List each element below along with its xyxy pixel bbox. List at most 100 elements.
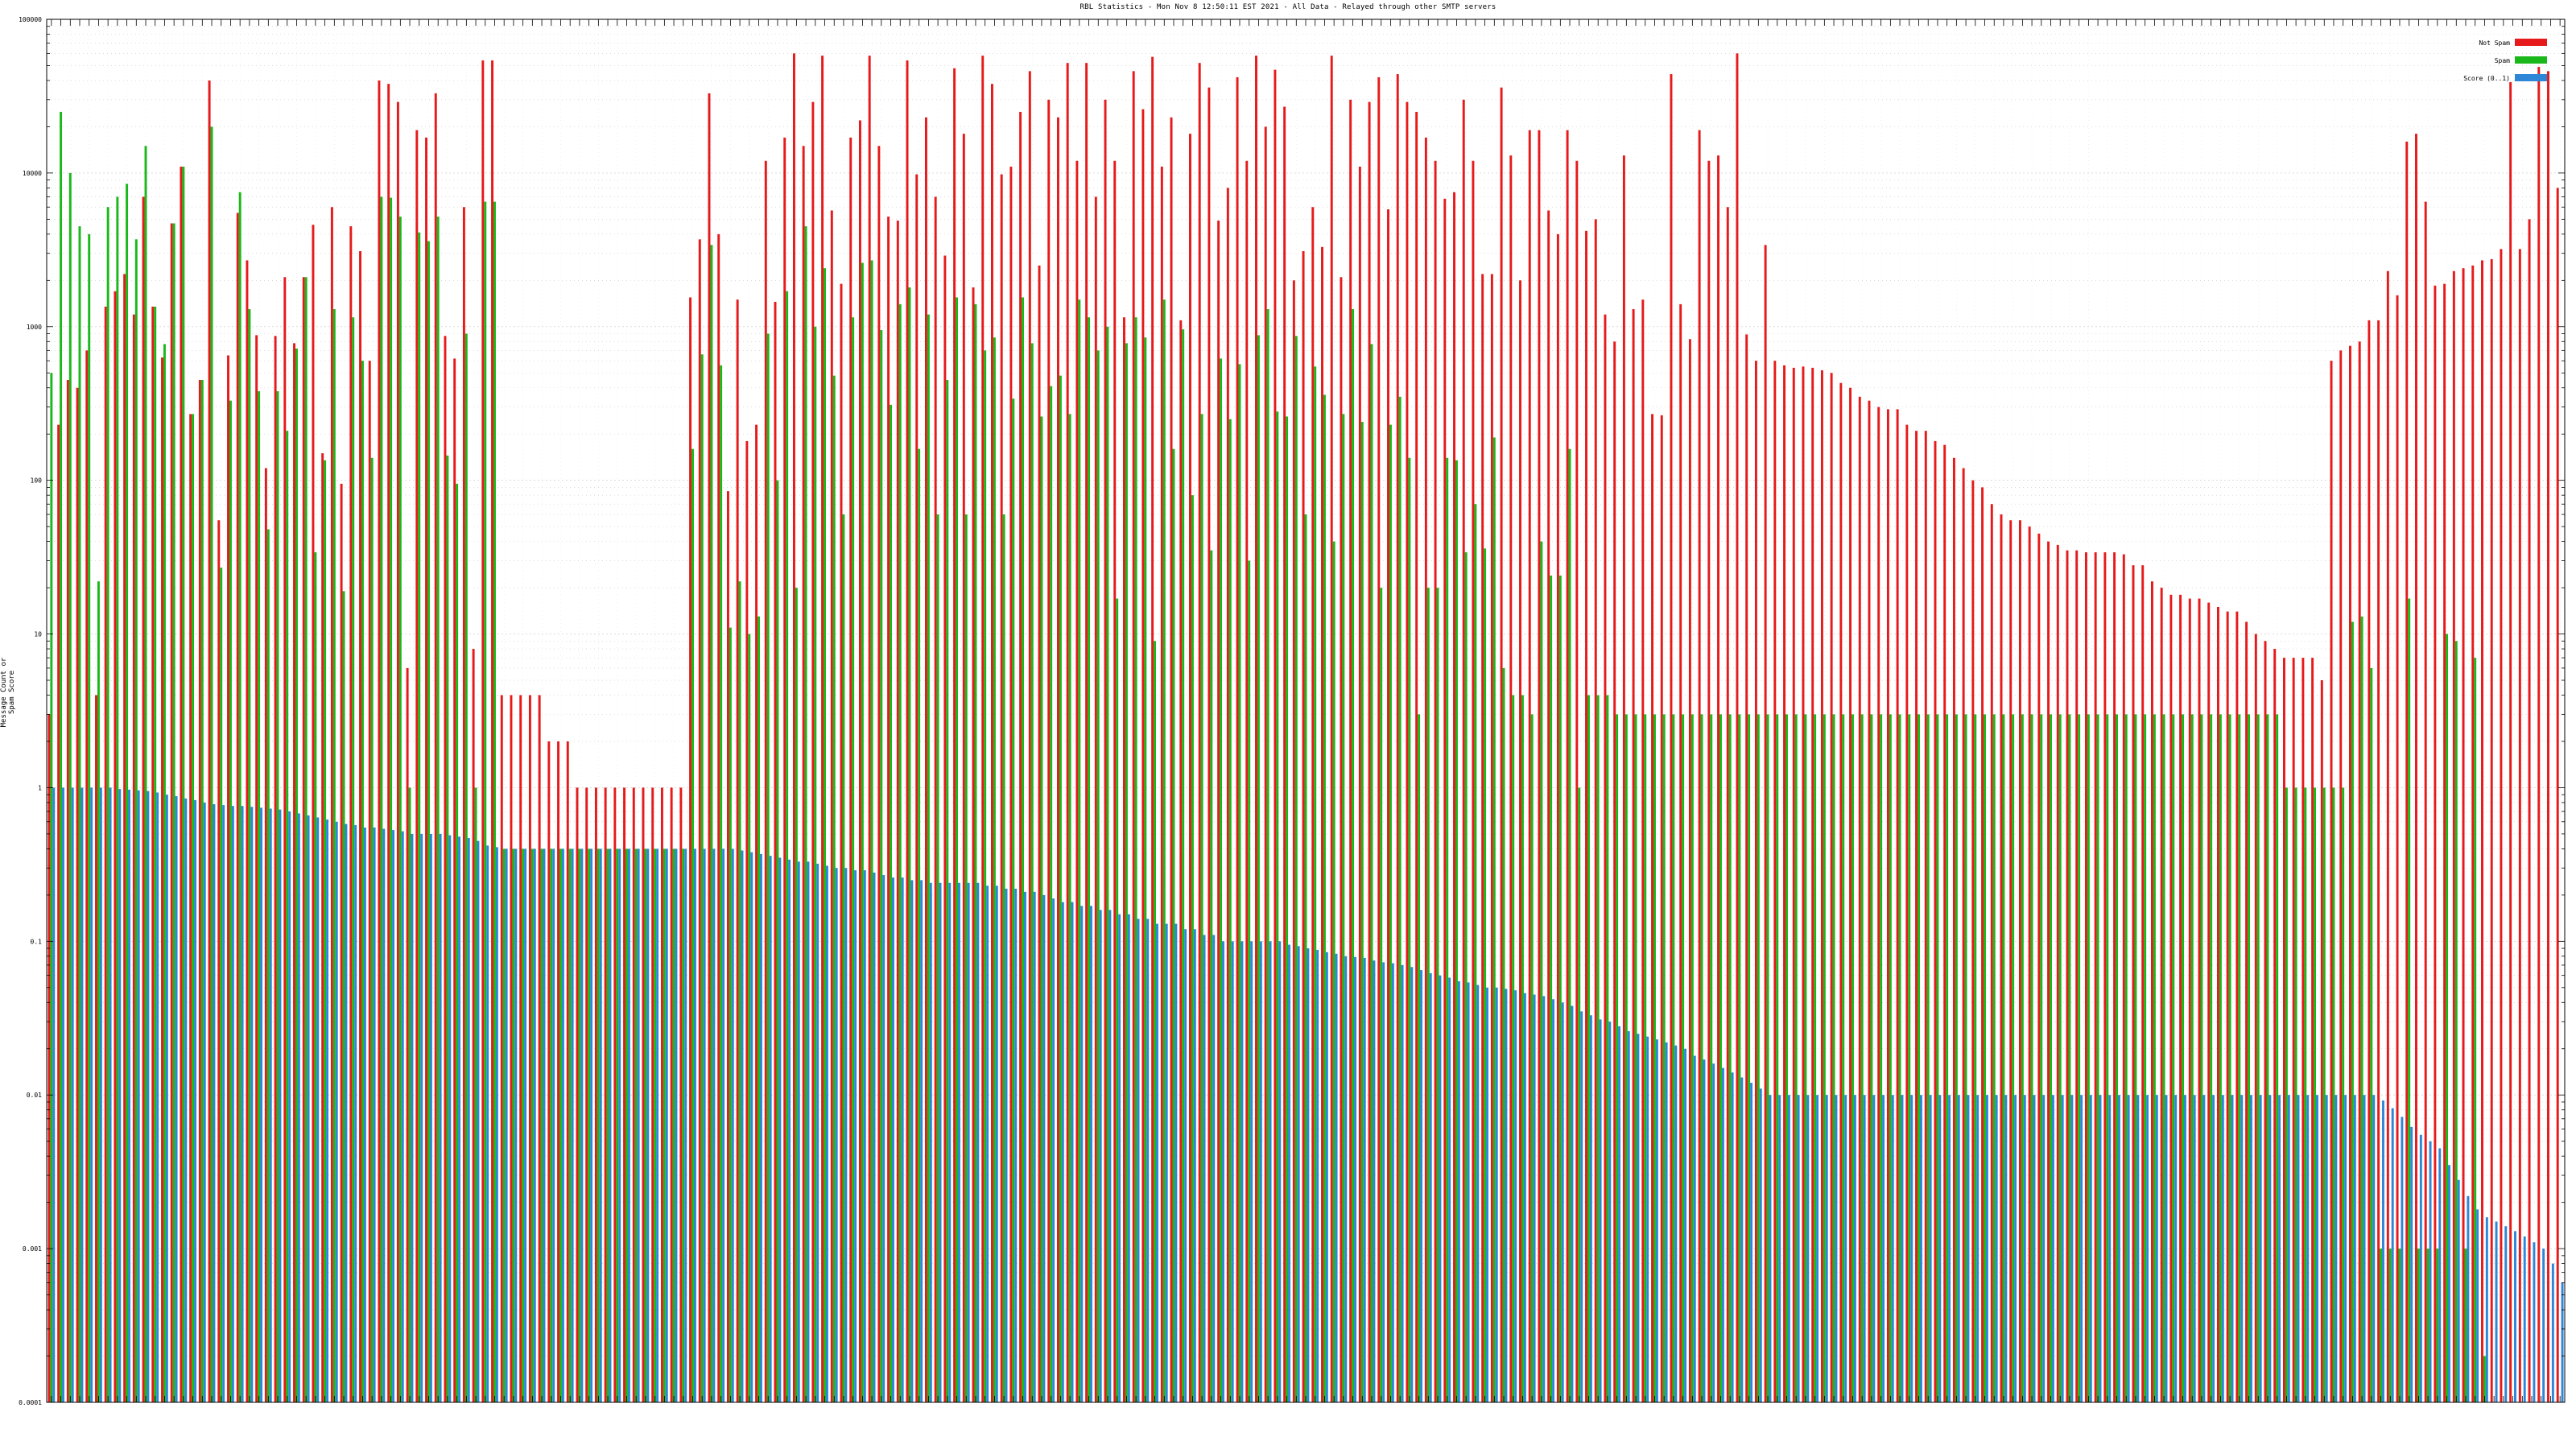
bar-spam	[578, 848, 581, 1402]
bar-not-spam	[2254, 634, 2257, 1402]
bar-spam	[2322, 787, 2326, 1402]
bar-not-spam	[1500, 87, 1503, 1403]
bar-score	[2382, 1100, 2384, 1402]
bar-spam	[1248, 560, 1251, 1402]
bar-spam	[258, 390, 261, 1402]
bar-score	[1165, 923, 1168, 1402]
bar-score	[2004, 1095, 2008, 1402]
bar-not-spam	[2198, 598, 2201, 1402]
bar-score	[147, 791, 150, 1402]
bar-score	[2099, 1095, 2102, 1402]
bar-score	[1014, 888, 1018, 1402]
bar-score	[2240, 1095, 2244, 1402]
bar-not-spam	[208, 80, 211, 1403]
bar-spam	[1088, 317, 1091, 1403]
bar-not-spam	[217, 520, 221, 1402]
bar-spam	[1719, 714, 1722, 1402]
bar-not-spam	[2509, 82, 2512, 1402]
bar-score	[1684, 1048, 1687, 1402]
bar-score	[345, 824, 348, 1402]
bar-spam	[1154, 641, 1157, 1402]
bar-spam	[182, 166, 185, 1402]
bar-not-spam	[821, 56, 824, 1403]
bar-spam	[1512, 695, 1515, 1402]
bar-not-spam	[2141, 565, 2145, 1403]
bar-not-spam	[161, 357, 163, 1403]
bar-score	[373, 828, 376, 1402]
legend-label: Spam	[2495, 57, 2510, 64]
bar-spam	[1908, 714, 1911, 1402]
bar-not-spam	[679, 787, 683, 1402]
bar-score	[948, 882, 952, 1402]
bar-score	[2325, 1095, 2328, 1402]
bar-score	[2410, 1126, 2413, 1402]
bar-spam	[464, 333, 468, 1403]
bar-not-spam	[1632, 309, 1635, 1403]
bar-score	[354, 825, 357, 1402]
bar-score	[307, 815, 310, 1402]
bar-score	[2391, 1108, 2394, 1402]
bar-score	[411, 833, 414, 1402]
bar-not-spam	[104, 306, 107, 1403]
bar-not-spam	[1302, 250, 1305, 1402]
bar-spam	[1380, 588, 1383, 1402]
bar-spam	[1578, 787, 1581, 1402]
bar-score	[486, 845, 489, 1402]
bar-spam	[1134, 317, 1137, 1403]
bar-score	[1712, 1063, 1715, 1402]
bar-spam	[1002, 514, 1005, 1402]
bar-spam	[832, 375, 836, 1403]
bar-score	[2287, 1095, 2290, 1402]
bar-spam	[97, 581, 100, 1402]
bar-not-spam	[2490, 258, 2493, 1402]
bar-score	[1457, 980, 1460, 1402]
bar-score	[1184, 929, 1187, 1402]
bar-not-spam	[557, 741, 560, 1402]
bar-spam	[880, 330, 883, 1403]
bar-spam	[2182, 714, 2184, 1402]
bar-spam	[786, 291, 789, 1403]
bar-not-spam	[1132, 71, 1135, 1403]
bar-spam	[1220, 358, 1223, 1402]
bar-score	[741, 850, 744, 1402]
bar-score	[2146, 1095, 2149, 1402]
bar-score	[1146, 919, 1150, 1402]
bar-not-spam	[1462, 99, 1465, 1402]
bar-score	[1806, 1095, 1810, 1402]
bar-score	[2448, 1165, 2450, 1402]
bar-score	[2259, 1095, 2262, 1402]
bar-spam	[295, 349, 298, 1402]
bar-spam	[276, 390, 279, 1402]
bar-not-spam	[1104, 99, 1107, 1402]
bar-score	[80, 787, 84, 1402]
bar-spam	[2464, 1249, 2467, 1402]
bar-score	[137, 790, 140, 1402]
bar-score	[1608, 1022, 1612, 1402]
bar-not-spam	[868, 56, 871, 1403]
bar-score	[609, 848, 612, 1402]
bar-spam	[748, 634, 751, 1402]
bar-spam	[332, 309, 336, 1403]
bar-score	[1476, 985, 1480, 1402]
bar-not-spam	[340, 483, 343, 1403]
bar-not-spam	[66, 379, 69, 1403]
bar-spam	[625, 848, 628, 1402]
bar-not-spam	[481, 60, 485, 1403]
bar-score	[1778, 1095, 1781, 1402]
bar-score	[213, 804, 216, 1402]
bar-score	[543, 848, 546, 1402]
bar-spam	[210, 126, 213, 1402]
bar-score	[2533, 1242, 2536, 1402]
bar-not-spam	[792, 53, 795, 1402]
bar-spam	[559, 848, 562, 1402]
bar-spam	[1530, 714, 1534, 1402]
bar-spam	[1974, 714, 1977, 1402]
bar-spam	[1814, 714, 1817, 1402]
bar-not-spam	[2169, 594, 2173, 1402]
bar-spam	[2351, 621, 2354, 1402]
bar-spam	[1606, 695, 1609, 1402]
bar-score	[1486, 987, 1488, 1402]
bar-not-spam	[1594, 219, 1597, 1402]
bar-score	[458, 836, 461, 1402]
bar-spam	[1162, 299, 1166, 1402]
